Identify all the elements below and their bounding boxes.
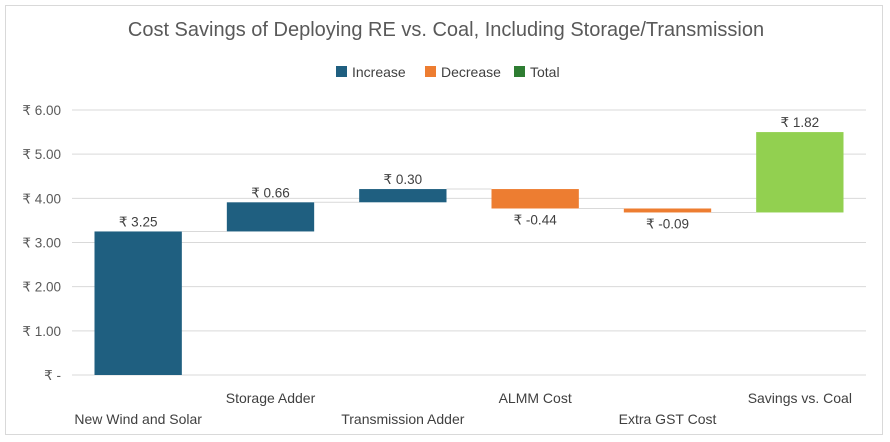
y-tick-label: ₹ 6.00 [22, 103, 61, 118]
x-category-label: New Wind and Solar [74, 411, 202, 427]
data-label: ₹ -0.09 [646, 216, 689, 231]
bar-storage-adder [226, 202, 315, 232]
x-category-label: Transmission Adder [341, 411, 465, 427]
y-tick-label: ₹ 4.00 [22, 191, 61, 206]
chart-title: Cost Savings of Deploying RE vs. Coal, I… [128, 19, 764, 41]
y-tick-label: ₹ 3.00 [22, 236, 61, 251]
y-tick-label: ₹ 2.00 [22, 280, 61, 295]
y-tick-label: ₹ - [44, 368, 61, 383]
y-tick-label: ₹ 5.00 [22, 147, 61, 162]
data-label: ₹ 3.25 [119, 214, 158, 229]
x-category-label: Savings vs. Coal [748, 390, 852, 406]
data-labels: ₹ 3.25 ₹ 0.66 ₹ 0.30 ₹ -0.44 ₹ -0.09 ₹ 1.82 [119, 115, 819, 231]
data-label: ₹ 0.66 [251, 185, 290, 200]
gridlines [72, 109, 866, 376]
x-axis: New Wind and Solar Storage Adder Transmiss… [74, 390, 852, 427]
y-axis: ₹ - ₹ 1.00 ₹ 2.00 ₹ 3.00 ₹ 4.00 ₹ 5.00 ₹ 6.00 [22, 103, 61, 383]
legend-label-total: Total [530, 64, 560, 80]
y-tick-label: ₹ 1.00 [22, 324, 61, 339]
connector-lines [181, 188, 757, 232]
bar-almm-cost [491, 189, 579, 209]
legend: Increase Decrease Total [336, 64, 560, 80]
legend-swatch-total [514, 66, 525, 77]
data-label: ₹ 0.30 [384, 172, 423, 187]
x-category-label: Extra GST Cost [619, 411, 717, 427]
bar-extra-gst-cost [623, 208, 712, 213]
bar-savings-vs-coal [756, 132, 844, 213]
bars [94, 132, 844, 375]
legend-label-decrease: Decrease [441, 64, 501, 80]
legend-swatch-decrease [425, 66, 436, 77]
x-category-label: Storage Adder [226, 390, 316, 406]
x-category-label: ALMM Cost [499, 390, 572, 406]
data-label: ₹ -0.44 [514, 212, 558, 227]
bar-new-wind-and-solar [94, 231, 182, 375]
data-label: ₹ 1.82 [781, 115, 820, 130]
bar-transmission-adder [359, 189, 447, 203]
legend-label-increase: Increase [352, 64, 406, 80]
legend-swatch-increase [336, 66, 347, 77]
